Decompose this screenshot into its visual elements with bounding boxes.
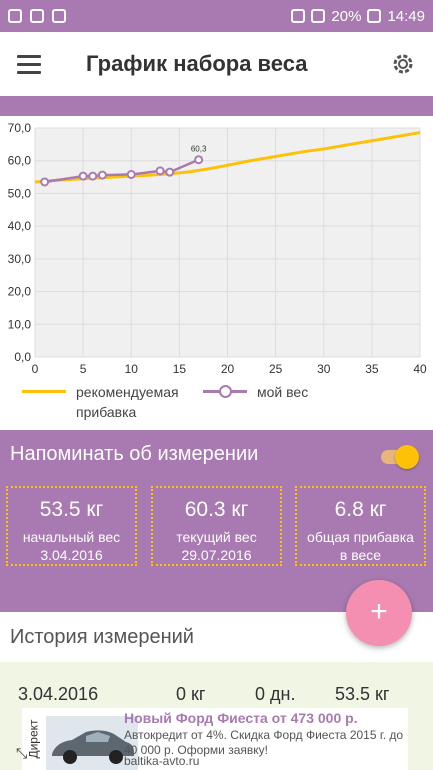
stat-current-weight: 60.3 кг текущий вес 29.07.2016 [151,486,282,566]
add-measurement-button[interactable]: + [346,580,412,646]
row-weight: 53.5 кг [335,684,390,704]
ad-url[interactable]: baltika-avto.ru [124,754,200,768]
instagram-icon [30,9,44,23]
x-tick-label: 30 [317,362,331,376]
briefcase-icon [52,9,66,23]
series-line-recommended [34,131,421,184]
reminder-label: Напоминать об измерении [10,443,259,465]
chart-legend: рекомендуемая прибавка мой вес [0,380,433,430]
stat-value: 60.3 кг [184,498,249,521]
x-tick-label: 35 [365,362,379,376]
stat-label: текущий вес [176,529,257,545]
gear-icon[interactable] [389,50,417,78]
data-point-my-weight [165,167,175,177]
app-bar: График набора веса [0,32,433,96]
battery-icon [367,9,382,23]
data-point-my-weight [194,155,204,165]
x-tick-label: 5 [80,362,87,376]
ad-banner[interactable]: Директ Новый Форд Фиеста от 473 000 р. А… [22,708,408,770]
toggle-thumb [395,445,419,469]
legend-item-my-weight: мой вес [203,382,308,402]
y-tick-label: 70,0 [8,121,32,135]
y-tick-label: 60,0 [8,154,32,168]
ad-title[interactable]: Новый Форд Фиеста от 473 000 р. [124,710,358,726]
legend-label-my-weight: мой вес [257,384,309,400]
y-tick-label: 10,0 [8,317,32,331]
battery-percent: 20% [331,7,362,25]
y-tick-label: 40,0 [8,219,32,233]
history-title: История измерений [10,626,194,648]
signal-icon [311,9,326,23]
stat-sub: в весе [339,547,382,563]
y-tick-label: 0,0 [14,350,31,364]
expand-icon[interactable]: ⤡ [16,745,28,761]
chart-svg: 0,0 10,0 20,0 30,0 40,0 50,0 60,0 70,0 0 5 10 15 20 2… [8,121,427,376]
stat-value: 53.5 кг [39,498,104,521]
stat-initial-weight: 53.5 кг начальный вес 3.04.2016 [6,486,137,566]
legend-swatch-my-weight [203,385,247,398]
ad-tag-text: Директ [26,719,41,759]
data-label-last: 60,3 [191,145,207,154]
legend-item-recommended: рекомендуемая прибавка [22,382,216,422]
x-tick-label: 20 [221,362,235,376]
data-point-my-weight [78,171,88,181]
data-point-my-weight [40,177,50,187]
reminder-toggle[interactable] [379,444,419,470]
stat-sub: 29.07.2016 [181,547,252,563]
y-tick-label: 50,0 [8,186,32,200]
data-point-my-weight [88,171,98,181]
stat-total-gain: 6.8 кг общая прибавка в весе [295,486,426,566]
x-tick-label: 15 [173,362,187,376]
weight-chart: 0,0 10,0 20,0 30,0 40,0 50,0 60,0 70,0 0 5 10 15 20 2… [0,116,433,431]
car-image [46,716,138,770]
clock: 14:49 [387,7,425,25]
x-tick-label: 10 [125,362,139,376]
header-strip [0,96,433,116]
stat-value: 6.8 кг [334,498,387,521]
legend-swatch-recommended [22,390,66,393]
wifi-icon [291,9,306,23]
stat-label: общая прибавка [307,529,414,545]
y-tick-label: 30,0 [8,252,32,266]
data-point-my-weight [97,170,107,180]
y-tick-label: 20,0 [8,285,32,299]
hamburger-icon[interactable] [0,32,58,96]
data-point-my-weight [155,166,165,176]
status-bar: 20% 14:49 [0,0,433,32]
x-tick-label: 0 [32,362,39,376]
legend-label-recommended: рекомендуемая прибавка [76,384,179,420]
reminder-panel: Напоминать об измерении [0,430,433,612]
x-tick-label: 25 [269,362,283,376]
data-point-my-weight [126,169,136,179]
stat-label: начальный вес [22,529,121,545]
x-tick-label: 40 [413,362,427,376]
ad-text: Автокредит от 4%. Скидка Форд Фиеста 201… [124,728,404,757]
row-days: 0 дн. [255,684,296,704]
stat-sub: 3.04.2016 [40,547,103,563]
page-title: График набора веса [86,51,308,76]
notification-icon [8,9,22,23]
row-date: 3.04.2016 [18,684,99,704]
row-delta: 0 кг [176,684,206,704]
